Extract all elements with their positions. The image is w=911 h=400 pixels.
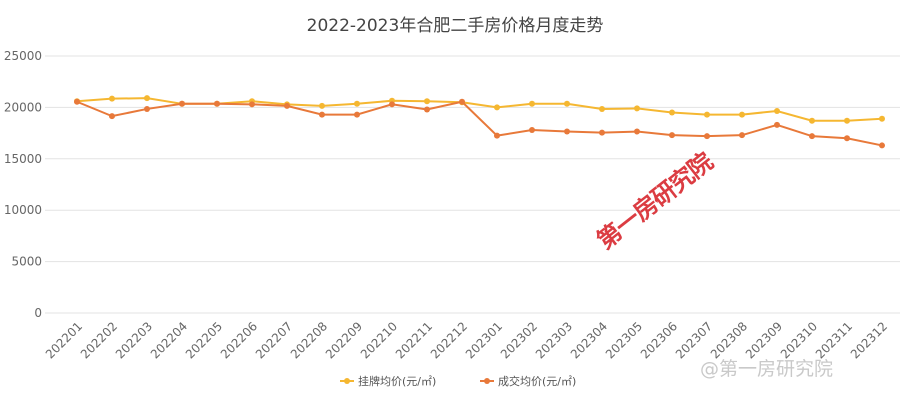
data-point: [844, 135, 850, 142]
data-point: [249, 101, 255, 108]
data-point: [879, 115, 885, 122]
data-point: [634, 105, 640, 112]
x-tick-label: 202303: [533, 319, 575, 361]
x-tick-label: 202212: [428, 319, 470, 361]
x-tick-label: 202208: [288, 319, 330, 361]
series-line: [76, 100, 883, 147]
legend-marker: [484, 378, 490, 384]
x-tick-label: 202301: [463, 319, 505, 361]
x-tick-label: 202306: [638, 319, 680, 361]
data-point: [879, 142, 885, 149]
x-tick-label: 202304: [568, 319, 610, 361]
data-point: [669, 132, 675, 139]
data-point: [144, 95, 150, 102]
y-tick-label: 5000: [11, 255, 42, 269]
data-point: [704, 111, 710, 118]
legend-label: 成交均价(元/㎡): [498, 374, 576, 388]
data-point: [634, 128, 640, 135]
data-point: [214, 100, 220, 107]
watermark-corner: @第一房研究院: [700, 358, 834, 380]
data-point: [284, 102, 290, 109]
data-point: [739, 132, 745, 139]
data-point: [599, 105, 605, 112]
x-tick-label: 202207: [253, 319, 295, 361]
chart-title: 2022-2023年合肥二手房价格月度走势: [307, 16, 604, 36]
data-point: [739, 111, 745, 118]
data-point: [564, 128, 570, 135]
data-point: [109, 113, 115, 120]
data-point: [179, 100, 185, 107]
data-point: [109, 95, 115, 102]
x-tick-label: 202209: [323, 319, 365, 361]
legend-label: 挂牌均价(元/㎡): [358, 374, 436, 388]
data-point: [144, 105, 150, 112]
data-point: [774, 107, 780, 114]
data-point: [424, 98, 430, 105]
data-point: [669, 109, 675, 116]
data-point: [529, 127, 535, 134]
x-tick-label: 202211: [393, 319, 435, 361]
data-point: [319, 102, 325, 109]
data-point: [74, 98, 80, 105]
data-point: [494, 132, 500, 139]
data-point: [494, 104, 500, 111]
x-tick-label: 202201: [43, 319, 85, 361]
data-point: [354, 111, 360, 118]
y-tick-label: 20000: [4, 100, 42, 114]
x-tick-label: 202206: [218, 319, 260, 361]
data-point: [774, 121, 780, 128]
x-tick-label: 202302: [498, 319, 540, 361]
data-point: [704, 133, 710, 140]
y-tick-label: 10000: [4, 203, 42, 217]
data-point: [459, 98, 465, 105]
x-tick-label: 202205: [183, 319, 225, 361]
data-point: [809, 117, 815, 124]
data-point: [564, 100, 570, 107]
data-point: [844, 117, 850, 124]
x-tick-label: 202204: [148, 319, 190, 361]
data-point: [424, 106, 430, 113]
data-point: [319, 111, 325, 118]
x-tick-label: 202210: [358, 319, 400, 361]
legend-marker: [344, 378, 350, 384]
data-point: [599, 129, 605, 136]
x-tick-label: 202202: [78, 319, 120, 361]
x-tick-label: 202312: [848, 319, 890, 361]
data-point: [389, 101, 395, 108]
y-tick-label: 15000: [4, 152, 42, 166]
x-tick-label: 202203: [113, 319, 155, 361]
data-point: [354, 100, 360, 107]
data-point: [529, 100, 535, 107]
x-tick-label: 202305: [603, 319, 645, 361]
data-point: [809, 133, 815, 140]
y-tick-label: 25000: [4, 49, 42, 63]
y-tick-label: 0: [34, 306, 42, 320]
